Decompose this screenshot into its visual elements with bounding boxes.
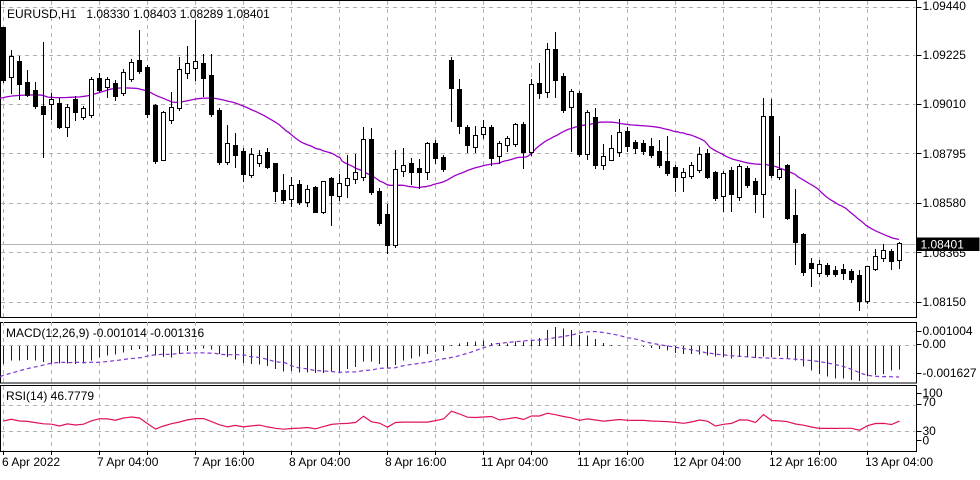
svg-text:7 Apr 04:00: 7 Apr 04:00 (97, 455, 159, 469)
svg-text:100: 100 (923, 386, 943, 400)
svg-text:1.09225: 1.09225 (923, 48, 967, 62)
svg-text:EURUSD,H1 1.08330 1.08403 1.: EURUSD,H1 1.08330 1.08403 1.08289 1.0840… (7, 7, 270, 21)
svg-text:MACD(12,26,9) -0.001014 -0.001: MACD(12,26,9) -0.001014 -0.001316 (6, 326, 204, 340)
svg-text:8 Apr 04:00: 8 Apr 04:00 (289, 455, 351, 469)
svg-text:13 Apr 04:00: 13 Apr 04:00 (865, 455, 933, 469)
svg-text:7 Apr 16:00: 7 Apr 16:00 (193, 455, 255, 469)
svg-text:1.08580: 1.08580 (923, 196, 967, 210)
svg-text:RSI(14) 46.7779: RSI(14) 46.7779 (6, 389, 94, 403)
svg-text:1.08401: 1.08401 (921, 238, 965, 252)
svg-text:1.09440: 1.09440 (923, 0, 967, 13)
svg-text:-0.001627: -0.001627 (923, 366, 977, 380)
svg-text:30: 30 (923, 424, 937, 438)
svg-text:0.00: 0.00 (923, 337, 947, 351)
svg-text:11 Apr 04:00: 11 Apr 04:00 (481, 455, 548, 469)
svg-text:6 Apr 2022: 6 Apr 2022 (2, 455, 60, 469)
svg-text:0: 0 (923, 434, 930, 448)
svg-text:12 Apr 16:00: 12 Apr 16:00 (769, 455, 837, 469)
svg-text:8 Apr 16:00: 8 Apr 16:00 (385, 455, 447, 469)
svg-text:70: 70 (923, 395, 937, 409)
svg-text:1.08795: 1.08795 (923, 147, 967, 161)
svg-text:0.001004: 0.001004 (923, 324, 973, 338)
svg-text:11 Apr 16:00: 11 Apr 16:00 (577, 455, 644, 469)
svg-text:1.09010: 1.09010 (923, 97, 967, 111)
svg-text:12 Apr 04:00: 12 Apr 04:00 (673, 455, 741, 469)
svg-text:1.08150: 1.08150 (923, 295, 967, 309)
